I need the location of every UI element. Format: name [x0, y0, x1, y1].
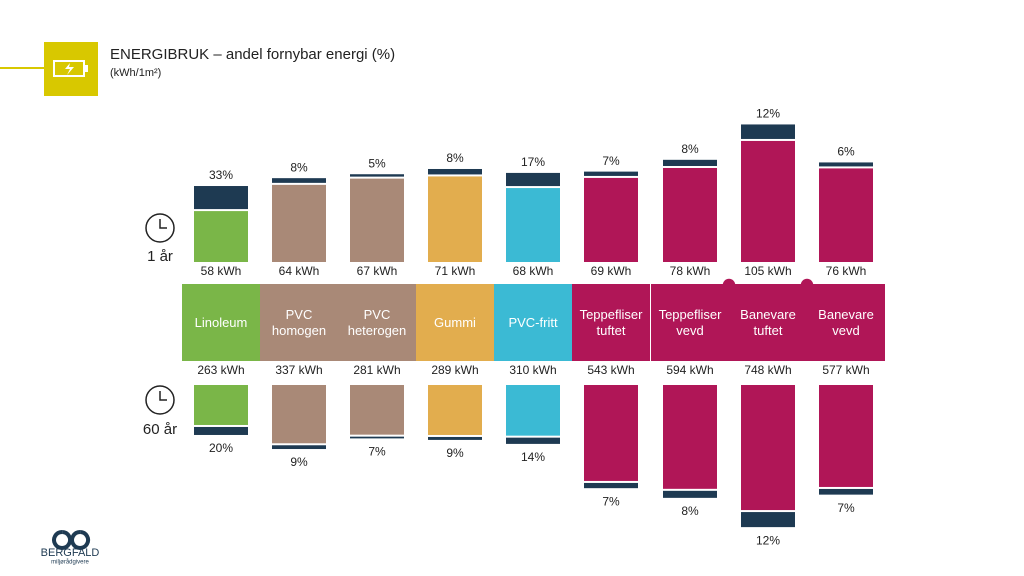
value-label: 748 kWh — [744, 363, 791, 377]
battery-tip — [85, 65, 88, 72]
share-segment — [350, 174, 404, 177]
value-label: 310 kWh — [509, 363, 556, 377]
category-label: PVC-fritt — [494, 284, 572, 361]
share-label: 14% — [521, 450, 545, 464]
share-label: 7% — [602, 494, 620, 508]
value-label: 67 kWh — [357, 264, 398, 278]
logo-tagline: miljørådgivere — [51, 559, 89, 566]
bar — [663, 167, 717, 262]
share-segment — [584, 171, 638, 176]
value-label: 577 kWh — [822, 363, 869, 377]
value-label: 289 kWh — [431, 363, 478, 377]
value-label: 58 kWh — [201, 264, 242, 278]
bar — [194, 211, 248, 262]
bar — [506, 188, 560, 262]
share-label: 7% — [368, 445, 386, 459]
period-label: 60 år — [143, 421, 177, 438]
share-label: 5% — [368, 156, 386, 170]
share-label: 33% — [209, 168, 233, 182]
bar — [194, 385, 248, 425]
share-label: 8% — [446, 151, 464, 165]
category-label: PVC heterogen — [338, 284, 416, 361]
bar — [272, 385, 326, 444]
share-label: 7% — [837, 501, 855, 515]
share-segment — [663, 159, 717, 166]
category-label: Teppefliser tuftet — [572, 284, 650, 361]
share-label: 7% — [602, 154, 620, 168]
share-segment — [194, 426, 248, 435]
share-segment — [272, 178, 326, 183]
bar — [741, 385, 795, 511]
category-label: Gummi — [416, 284, 494, 361]
bar — [272, 184, 326, 262]
share-segment — [506, 172, 560, 187]
share-label: 6% — [837, 145, 855, 159]
bar — [663, 385, 717, 489]
share-segment — [819, 162, 873, 167]
share-label: 8% — [681, 142, 699, 156]
value-label: 76 kWh — [826, 264, 867, 278]
share-label: 20% — [209, 441, 233, 455]
bar — [584, 177, 638, 262]
bar — [819, 168, 873, 262]
bar — [741, 140, 795, 262]
category-label: PVC homogen — [260, 284, 338, 361]
bar — [428, 176, 482, 262]
share-segment — [272, 445, 326, 450]
value-label: 71 kWh — [435, 264, 476, 278]
value-label: 337 kWh — [275, 363, 322, 377]
bar — [350, 178, 404, 262]
share-segment — [350, 436, 404, 439]
share-segment — [584, 482, 638, 489]
logo-name: BERGFALD — [41, 547, 100, 559]
share-segment — [663, 490, 717, 498]
value-label: 281 kWh — [353, 363, 400, 377]
clock-icons — [145, 213, 175, 415]
battery-icon — [53, 60, 85, 77]
share-segment — [428, 168, 482, 175]
share-label: 17% — [521, 155, 545, 169]
value-label: 543 kWh — [587, 363, 634, 377]
share-label: 8% — [290, 160, 308, 174]
logo-mark — [52, 530, 90, 550]
share-segment — [741, 124, 795, 139]
category-label: Teppefliser vevd — [651, 284, 729, 361]
bolt — [65, 63, 74, 75]
share-segment — [741, 512, 795, 528]
category-label: Linoleum — [182, 284, 260, 361]
share-label: 12% — [756, 107, 780, 121]
title: ENERGIBRUK – andel fornybar energi (%) — [110, 46, 395, 63]
share-segment — [428, 436, 482, 440]
value-label: 105 kWh — [744, 264, 791, 278]
share-label: 9% — [446, 446, 464, 460]
bar — [584, 385, 638, 481]
value-label: 263 kWh — [197, 363, 244, 377]
share-segment — [819, 488, 873, 495]
share-label: 8% — [681, 504, 699, 518]
share-label: 12% — [756, 533, 780, 547]
value-label: 594 kWh — [666, 363, 713, 377]
share-label: 9% — [290, 455, 308, 469]
bar — [819, 385, 873, 487]
value-label: 69 kWh — [591, 264, 632, 278]
share-segment — [506, 437, 560, 444]
value-label: 78 kWh — [670, 264, 711, 278]
category-label: Banevare vevd — [807, 284, 885, 361]
bar — [350, 385, 404, 435]
share-segment — [194, 186, 248, 210]
value-label: 64 kWh — [279, 264, 320, 278]
subtitle: (kWh/1m²) — [110, 67, 161, 79]
period-label: 1 år — [147, 248, 173, 265]
bar — [506, 385, 560, 436]
bar — [428, 385, 482, 435]
value-label: 68 kWh — [513, 264, 554, 278]
category-label: Banevare tuftet — [729, 284, 807, 361]
